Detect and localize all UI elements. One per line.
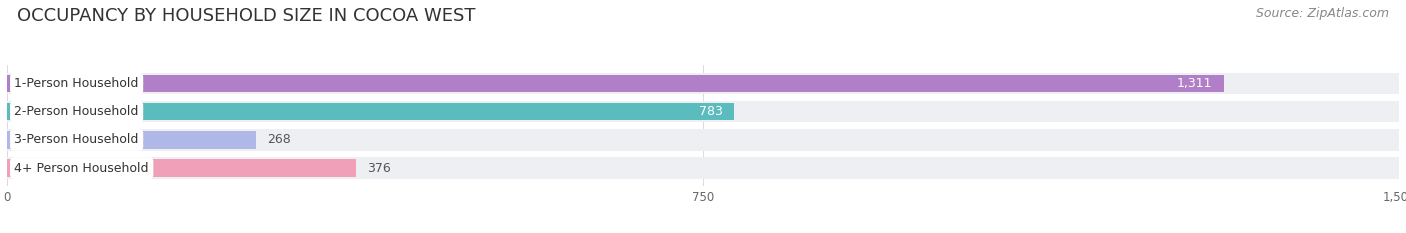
Text: Source: ZipAtlas.com: Source: ZipAtlas.com	[1256, 7, 1389, 20]
Bar	[7, 129, 1399, 151]
Text: 376: 376	[367, 161, 391, 175]
Bar	[7, 157, 1399, 179]
Text: 4+ Person Household: 4+ Person Household	[14, 161, 149, 175]
Bar	[7, 73, 1399, 94]
Bar	[7, 159, 356, 177]
Text: 268: 268	[267, 134, 291, 146]
Bar	[7, 75, 1223, 92]
Text: OCCUPANCY BY HOUSEHOLD SIZE IN COCOA WEST: OCCUPANCY BY HOUSEHOLD SIZE IN COCOA WES…	[17, 7, 475, 25]
Text: 2-Person Household: 2-Person Household	[14, 105, 139, 118]
Text: 3-Person Household: 3-Person Household	[14, 134, 139, 146]
Text: 783: 783	[699, 105, 723, 118]
Bar	[7, 101, 1399, 122]
Text: 1,311: 1,311	[1177, 77, 1212, 90]
Bar	[7, 103, 734, 120]
Text: 1-Person Household: 1-Person Household	[14, 77, 139, 90]
Bar	[7, 131, 256, 149]
